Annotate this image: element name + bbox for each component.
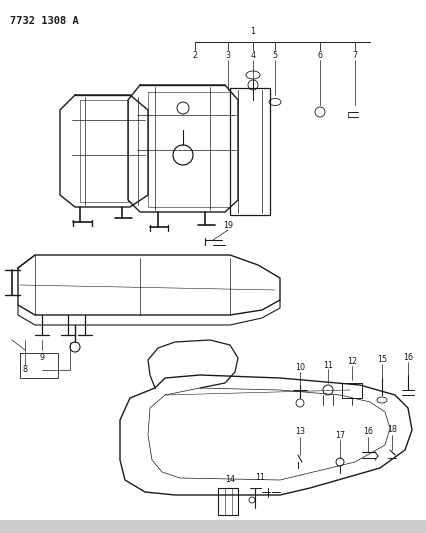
Text: 11: 11 <box>254 473 265 482</box>
Text: 3: 3 <box>225 51 230 60</box>
Text: 6: 6 <box>317 51 322 60</box>
Text: 10: 10 <box>294 364 304 373</box>
Text: 11: 11 <box>322 360 332 369</box>
Text: 19: 19 <box>222 221 233 230</box>
Text: 7: 7 <box>351 51 357 60</box>
Text: 16: 16 <box>402 353 412 362</box>
Text: 4: 4 <box>250 51 255 60</box>
Text: 16: 16 <box>362 427 372 437</box>
Text: 18: 18 <box>386 425 396 434</box>
Text: 2: 2 <box>192 51 197 60</box>
Text: 1: 1 <box>250 28 255 36</box>
Text: 15: 15 <box>376 356 386 365</box>
Text: 14: 14 <box>225 475 234 484</box>
Text: 12: 12 <box>346 358 356 367</box>
Text: 8: 8 <box>23 366 27 375</box>
Text: 7732 1308 A: 7732 1308 A <box>10 16 78 26</box>
Text: 9: 9 <box>39 352 44 361</box>
Text: 17: 17 <box>334 431 344 440</box>
Bar <box>0 520 426 533</box>
Text: 13: 13 <box>294 427 304 437</box>
Text: 5: 5 <box>272 51 277 60</box>
